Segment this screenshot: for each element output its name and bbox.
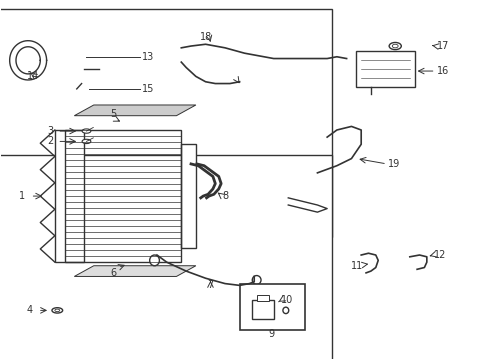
Bar xyxy=(256,295,268,301)
Text: 19: 19 xyxy=(387,159,399,169)
Ellipse shape xyxy=(391,44,397,48)
Text: 9: 9 xyxy=(267,329,274,339)
Ellipse shape xyxy=(52,308,62,313)
Bar xyxy=(55,62,84,84)
Bar xyxy=(6,16,137,116)
Text: 8: 8 xyxy=(222,191,228,201)
Text: 3: 3 xyxy=(47,126,53,136)
Text: 12: 12 xyxy=(433,250,446,260)
Ellipse shape xyxy=(50,51,84,73)
Bar xyxy=(251,300,273,319)
Text: 7: 7 xyxy=(207,280,213,291)
Text: 15: 15 xyxy=(142,84,154,94)
Text: 2: 2 xyxy=(47,136,53,147)
FancyBboxPatch shape xyxy=(0,9,331,237)
Ellipse shape xyxy=(82,139,91,144)
Text: 11: 11 xyxy=(351,261,363,271)
Ellipse shape xyxy=(99,66,103,73)
Text: 10: 10 xyxy=(281,295,293,305)
Bar xyxy=(239,284,305,330)
Ellipse shape xyxy=(252,275,261,284)
Ellipse shape xyxy=(388,42,401,50)
Text: 4: 4 xyxy=(26,305,33,315)
Text: 5: 5 xyxy=(110,109,116,119)
Text: 14: 14 xyxy=(27,71,39,81)
Text: 6: 6 xyxy=(110,268,116,278)
Polygon shape xyxy=(74,105,196,116)
Text: 18: 18 xyxy=(199,32,211,42)
Text: 17: 17 xyxy=(436,41,448,51)
Ellipse shape xyxy=(55,309,60,312)
Bar xyxy=(181,144,196,248)
Ellipse shape xyxy=(75,87,83,91)
Bar xyxy=(55,130,84,262)
Ellipse shape xyxy=(82,129,91,133)
Text: 1: 1 xyxy=(19,191,25,201)
Bar xyxy=(64,130,181,262)
Ellipse shape xyxy=(283,307,288,314)
Ellipse shape xyxy=(149,255,159,266)
Bar xyxy=(356,51,414,87)
Text: 16: 16 xyxy=(436,66,448,76)
Text: 13: 13 xyxy=(142,52,154,62)
FancyBboxPatch shape xyxy=(0,155,331,360)
Polygon shape xyxy=(74,266,196,276)
